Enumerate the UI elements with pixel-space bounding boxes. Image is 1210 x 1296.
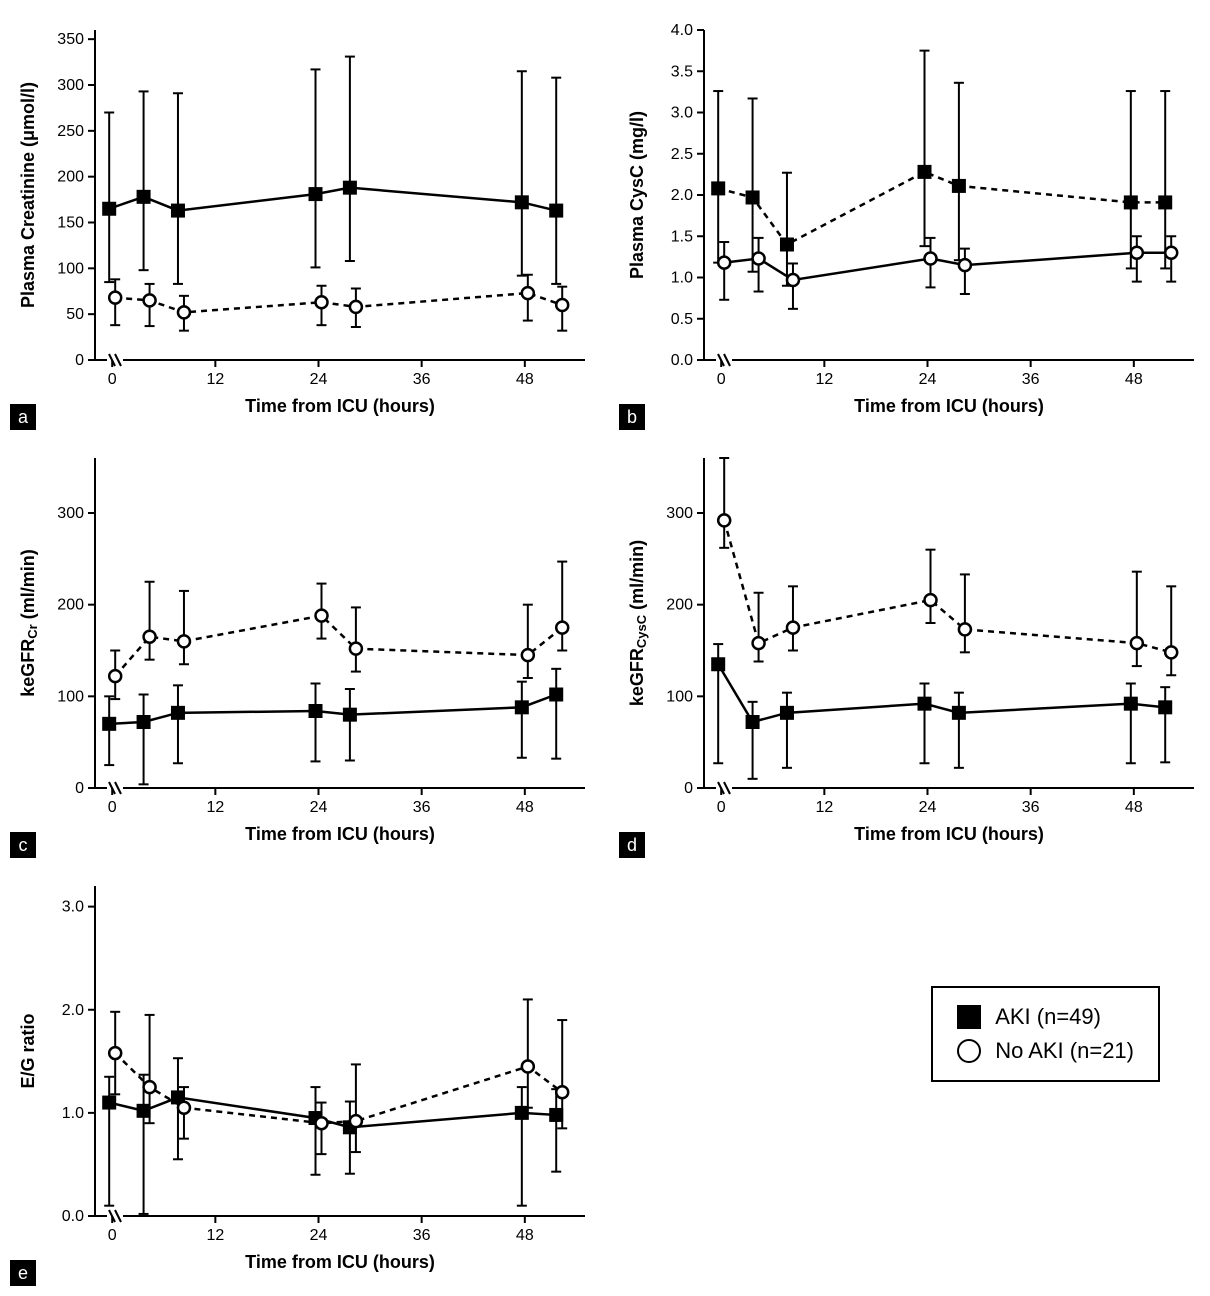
svg-text:2.0: 2.0 — [62, 1002, 84, 1019]
svg-text:keGFRCysC (ml/min): keGFRCysC (ml/min) — [627, 540, 649, 706]
panel-d: 0 100 200 300 keGFRCysC (ml/min) 0 12 24 36 48 Tim… — [619, 438, 1210, 858]
svg-text:0: 0 — [108, 1227, 117, 1244]
svg-text:36: 36 — [413, 371, 431, 388]
svg-text:0.0: 0.0 — [671, 352, 693, 369]
svg-text:100: 100 — [666, 688, 693, 705]
panel-label-d: d — [619, 832, 645, 858]
svg-text:48: 48 — [1125, 799, 1143, 816]
svg-text:0: 0 — [684, 780, 693, 797]
svg-text:3.5: 3.5 — [671, 63, 693, 80]
svg-text:0: 0 — [108, 371, 117, 388]
svg-text:3.0: 3.0 — [671, 105, 693, 122]
svg-text:2.5: 2.5 — [671, 146, 693, 163]
svg-text:24: 24 — [919, 799, 937, 816]
legend-marker-aki — [957, 1005, 981, 1029]
svg-text:24: 24 — [310, 371, 328, 388]
svg-text:300: 300 — [57, 505, 84, 522]
svg-text:36: 36 — [1022, 371, 1040, 388]
panel-b: 0.0 0.5 1.0 1.5 2.0 2.5 3.0 3.5 4.0 Plasma CysC (… — [619, 10, 1210, 430]
svg-text:E/G ratio: E/G ratio — [18, 1013, 38, 1088]
svg-text:0: 0 — [75, 352, 84, 369]
svg-text:1.5: 1.5 — [671, 228, 693, 245]
svg-text:12: 12 — [815, 799, 833, 816]
svg-text:50: 50 — [66, 306, 84, 323]
svg-text:36: 36 — [1022, 799, 1040, 816]
panel-label-e: e — [10, 1260, 36, 1286]
svg-text:0: 0 — [75, 780, 84, 797]
legend-marker-noaki — [957, 1039, 981, 1063]
svg-text:200: 200 — [57, 169, 84, 186]
svg-text:0: 0 — [108, 799, 117, 816]
panel-label-c: c — [10, 832, 36, 858]
svg-text:200: 200 — [57, 597, 84, 614]
svg-text:Time from ICU (hours): Time from ICU (hours) — [854, 824, 1044, 844]
svg-text:Time from ICU (hours): Time from ICU (hours) — [854, 396, 1044, 416]
svg-text:48: 48 — [516, 371, 534, 388]
svg-text:Plasma CysC (mg/l): Plasma CysC (mg/l) — [627, 111, 647, 279]
svg-text:12: 12 — [206, 799, 224, 816]
svg-text:Time from ICU (hours): Time from ICU (hours) — [245, 1252, 435, 1272]
panel-grid: 0 50 100 150 200 250 300 350 Plasma Creatinine (… — [10, 10, 1210, 1286]
svg-text:100: 100 — [57, 688, 84, 705]
svg-text:24: 24 — [310, 799, 328, 816]
svg-text:150: 150 — [57, 215, 84, 232]
svg-text:0: 0 — [717, 799, 726, 816]
svg-text:100: 100 — [57, 260, 84, 277]
svg-text:300: 300 — [666, 505, 693, 522]
svg-text:48: 48 — [516, 799, 534, 816]
svg-text:12: 12 — [815, 371, 833, 388]
svg-text:350: 350 — [57, 31, 84, 48]
svg-text:Time from ICU (hours): Time from ICU (hours) — [245, 396, 435, 416]
svg-text:200: 200 — [666, 597, 693, 614]
legend-label-aki: AKI (n=49) — [995, 1004, 1101, 1030]
svg-text:48: 48 — [1125, 371, 1143, 388]
svg-text:300: 300 — [57, 77, 84, 94]
legend: AKI (n=49) No AKI (n=21) — [931, 986, 1160, 1082]
svg-text:36: 36 — [413, 799, 431, 816]
legend-label-noaki: No AKI (n=21) — [995, 1038, 1134, 1064]
svg-text:250: 250 — [57, 123, 84, 140]
svg-text:Time from ICU (hours): Time from ICU (hours) — [245, 824, 435, 844]
panel-a: 0 50 100 150 200 250 300 350 Plasma Creatinine (… — [10, 10, 611, 430]
legend-item-aki: AKI (n=49) — [957, 1000, 1134, 1034]
svg-text:1.0: 1.0 — [62, 1105, 84, 1122]
svg-text:3.0: 3.0 — [62, 899, 84, 916]
svg-text:keGFRCr (ml/min): keGFRCr (ml/min) — [18, 549, 40, 696]
svg-text:24: 24 — [919, 371, 937, 388]
svg-text:24: 24 — [310, 1227, 328, 1244]
svg-text:48: 48 — [516, 1227, 534, 1244]
svg-text:0.0: 0.0 — [62, 1208, 84, 1225]
svg-text:12: 12 — [206, 1227, 224, 1244]
svg-text:12: 12 — [206, 371, 224, 388]
panel-label-b: b — [619, 404, 645, 430]
legend-item-noaki: No AKI (n=21) — [957, 1034, 1134, 1068]
svg-text:2.0: 2.0 — [671, 187, 693, 204]
svg-text:4.0: 4.0 — [671, 22, 693, 39]
panel-c: 0 100 200 300 keGFRCr (ml/min) 0 12 24 36 48 Time … — [10, 438, 611, 858]
panel-label-a: a — [10, 404, 36, 430]
svg-text:36: 36 — [413, 1227, 431, 1244]
panel-e: 0.0 1.0 2.0 3.0 E/G ratio 0 12 24 36 48 Time from … — [10, 866, 611, 1286]
legend-panel: AKI (n=49) No AKI (n=21) — [619, 866, 1210, 1286]
svg-text:0: 0 — [717, 371, 726, 388]
svg-text:1.0: 1.0 — [671, 270, 693, 287]
svg-text:0.5: 0.5 — [671, 311, 693, 328]
svg-text:Plasma Creatinine (μmol/l): Plasma Creatinine (μmol/l) — [18, 82, 38, 308]
